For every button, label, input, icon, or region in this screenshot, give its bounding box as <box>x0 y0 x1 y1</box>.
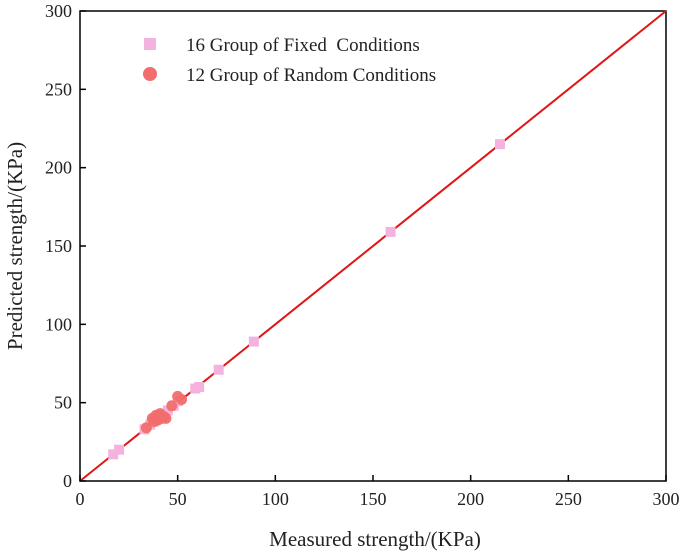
x-tick-label: 0 <box>76 489 85 509</box>
data-point-circle <box>140 422 152 434</box>
legend-label: 12 Group of Random Conditions <box>186 65 436 86</box>
x-tick-label: 200 <box>457 489 484 509</box>
data-point-circle <box>176 394 188 406</box>
y-axis-label: Predicted strength/(KPa) <box>3 142 27 350</box>
y-tick-label: 250 <box>45 79 72 99</box>
data-point-square <box>213 364 224 375</box>
x-axis-label: Measured strength/(KPa) <box>269 527 481 551</box>
y-tick-label: 200 <box>45 158 72 178</box>
legend: 16 Group of Fixed Conditions 12 Group of … <box>143 35 436 86</box>
data-point-square <box>108 449 119 460</box>
x-tick-label: 300 <box>653 489 680 509</box>
y-tick-label: 100 <box>45 314 72 334</box>
legend-marker-circle <box>143 67 157 81</box>
legend-marker-square <box>144 38 156 50</box>
data-point-square <box>114 444 125 455</box>
axis-ticks-layer: 0 50 100 150 200 250 300 0 50 100 150 200 250 300 <box>45 1 680 509</box>
y-tick-label: 50 <box>54 393 72 413</box>
legend-label: 16 Group of Fixed Conditions <box>186 35 420 56</box>
y-tick-label: 150 <box>45 236 72 256</box>
data-point-square <box>494 139 505 150</box>
data-point-square <box>194 382 205 392</box>
data-point-square <box>248 336 259 347</box>
data-point-square <box>385 226 396 237</box>
x-tick-label: 150 <box>360 489 387 509</box>
data-point-circle <box>166 400 178 412</box>
data-point-square <box>162 405 173 416</box>
y-tick-label: 300 <box>45 1 72 21</box>
x-tick-label: 50 <box>169 489 187 509</box>
data-points-layer <box>108 139 505 460</box>
data-point-circle <box>160 412 172 424</box>
series-random <box>140 390 188 434</box>
y-tick-label: 0 <box>63 471 72 491</box>
x-tick-label: 250 <box>555 489 582 509</box>
x-tick-label: 100 <box>262 489 289 509</box>
